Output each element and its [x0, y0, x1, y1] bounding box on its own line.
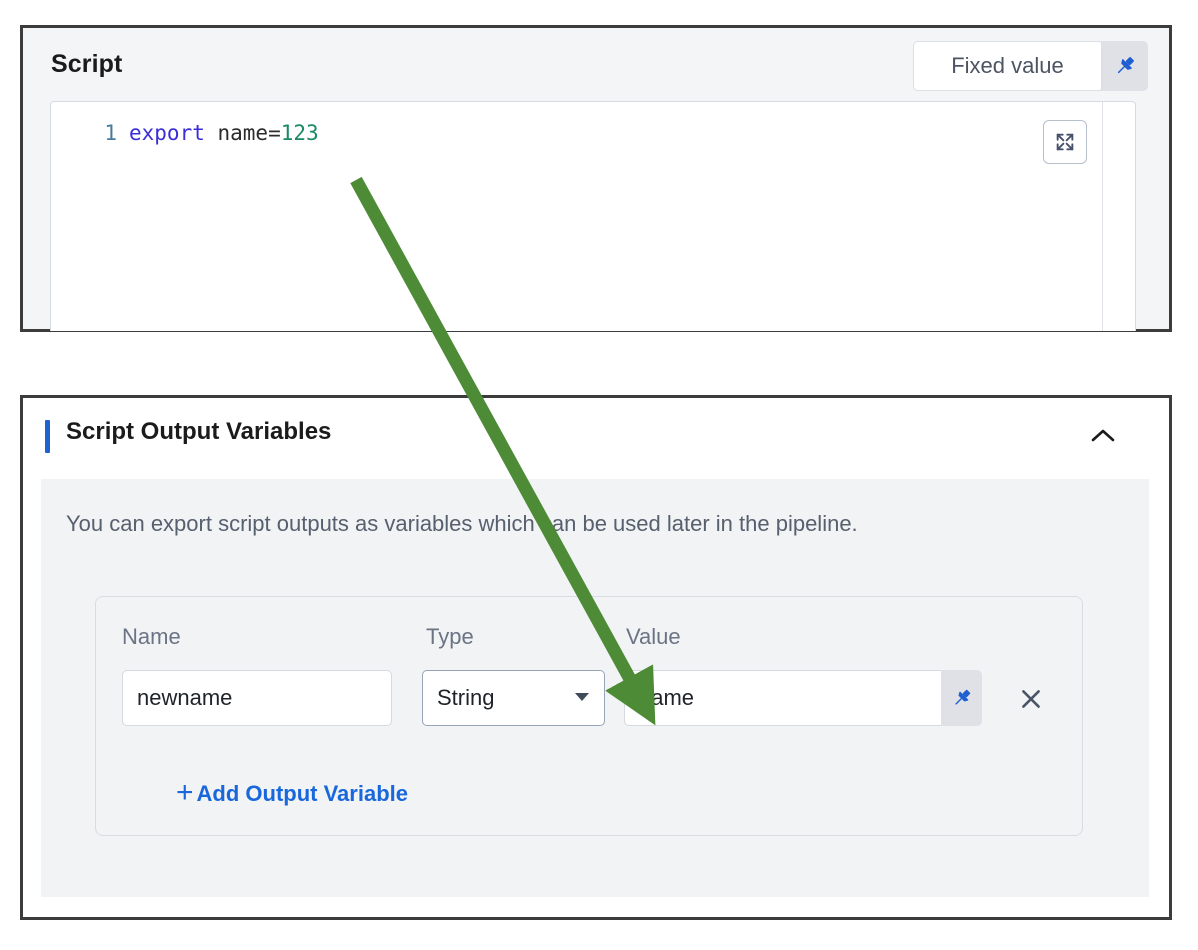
- editor-scroll-divider: [1102, 102, 1103, 331]
- column-header-type: Type: [426, 624, 474, 649]
- code-token-number: 123: [280, 121, 319, 145]
- pushpin-icon[interactable]: [941, 670, 982, 726]
- plus-icon: +: [176, 776, 194, 809]
- code-token-variable: name=: [204, 121, 281, 145]
- column-header-name: Name: [122, 624, 181, 649]
- add-output-variable-button[interactable]: + Add Output Variable: [176, 776, 408, 809]
- variable-type-select[interactable]: String: [422, 670, 605, 726]
- table-row: String: [96, 670, 1082, 730]
- script-panel-header: Script Fixed value: [23, 28, 1169, 103]
- code-line-1: 1 export name= 123: [51, 118, 319, 148]
- close-x-icon[interactable]: [1016, 684, 1046, 714]
- fixed-value-button[interactable]: Fixed value: [913, 41, 1102, 91]
- section-description: You can export script outputs as variabl…: [66, 511, 858, 536]
- chevron-up-icon[interactable]: [1089, 427, 1117, 450]
- script-output-variables-header[interactable]: Script Output Variables: [23, 398, 1169, 471]
- section-accent-bar: [45, 420, 50, 453]
- expand-fullscreen-icon[interactable]: [1043, 120, 1087, 164]
- variable-value-input[interactable]: [624, 670, 941, 726]
- caret-down-icon: [574, 689, 590, 707]
- line-number: 1: [104, 121, 117, 145]
- column-header-value: Value: [626, 624, 681, 649]
- page-title: Script: [51, 50, 123, 78]
- script-output-variables-body: You can export script outputs as variabl…: [41, 479, 1149, 897]
- section-title: Script Output Variables: [66, 418, 332, 445]
- variable-type-selected-value: String: [437, 685, 495, 710]
- variable-value-group: [624, 670, 982, 726]
- fixed-value-control-group: Fixed value: [913, 41, 1148, 91]
- script-panel: Script Fixed value 1 export name= 123: [20, 25, 1172, 332]
- code-token-keyword: export: [129, 121, 205, 145]
- script-code-editor[interactable]: 1 export name= 123: [50, 101, 1136, 331]
- variable-name-input[interactable]: [122, 670, 392, 726]
- pushpin-icon[interactable]: [1102, 41, 1148, 91]
- output-variables-card: Name Type Value String: [95, 596, 1083, 836]
- script-output-variables-panel: Script Output Variables You can export s…: [20, 395, 1172, 920]
- add-output-variable-label: Add Output Variable: [196, 781, 408, 806]
